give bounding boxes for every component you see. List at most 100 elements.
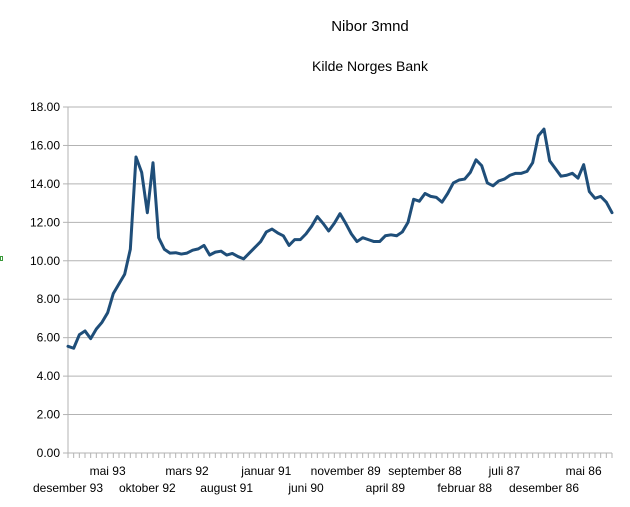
data-point <box>497 179 500 183</box>
chart-title: Nibor 3mnd <box>331 18 409 35</box>
data-point <box>231 252 234 255</box>
data-point <box>548 159 551 163</box>
data-point <box>372 240 376 243</box>
data-point <box>168 251 172 255</box>
data-point <box>66 345 70 348</box>
data-point <box>389 233 393 237</box>
data-point <box>174 251 177 254</box>
chart-subtitle: Kilde Norges Bank <box>312 58 428 74</box>
data-point <box>537 134 540 138</box>
data-point <box>225 253 228 257</box>
data-point <box>276 231 279 235</box>
data-point <box>440 200 444 204</box>
data-point <box>208 253 211 257</box>
data-point <box>418 199 421 203</box>
data-point <box>350 232 353 236</box>
y-tick-label: 16.00 <box>30 138 60 152</box>
selection-handle[interactable] <box>0 256 3 261</box>
data-point <box>304 232 308 236</box>
data-point <box>378 240 381 243</box>
data-point <box>401 230 404 234</box>
data-point <box>582 163 585 166</box>
data-point <box>554 167 557 170</box>
data-point <box>452 181 455 185</box>
y-tick-label: 10.00 <box>30 254 60 268</box>
data-point <box>123 273 126 276</box>
data-point <box>446 192 449 195</box>
data-point <box>610 211 614 214</box>
data-point <box>525 170 529 173</box>
data-point <box>503 177 506 181</box>
data-point <box>265 230 268 234</box>
data-point <box>219 249 223 253</box>
data-point <box>412 198 415 201</box>
data-point <box>435 196 438 199</box>
data-point <box>605 200 608 204</box>
data-point <box>480 164 483 167</box>
data-point <box>214 250 217 254</box>
data-point <box>344 222 347 225</box>
data-point <box>321 222 325 225</box>
data-point <box>248 251 251 255</box>
data-point <box>180 252 183 256</box>
x-tick-label: mai 93 <box>90 464 126 478</box>
data-point <box>129 248 132 251</box>
y-tick-label: 14.00 <box>30 177 60 191</box>
data-point <box>491 184 495 188</box>
data-point <box>333 222 336 225</box>
data-point <box>253 246 257 249</box>
data-point <box>531 161 534 164</box>
data-point <box>157 236 160 239</box>
data-point <box>520 172 523 175</box>
data-point <box>599 195 602 198</box>
x-tick-label: august 91 <box>200 481 253 495</box>
data-point <box>106 311 109 314</box>
x-tick-label: januar 91 <box>240 464 291 478</box>
data-point <box>367 238 370 241</box>
data-point <box>78 333 81 336</box>
data-point <box>593 197 597 200</box>
data-point <box>270 227 274 231</box>
data-point <box>310 224 313 228</box>
y-tick-label: 0.00 <box>37 446 61 460</box>
data-point <box>395 234 398 237</box>
data-point <box>429 195 432 198</box>
data-point <box>338 212 342 215</box>
x-tick-label: oktober 92 <box>119 481 176 495</box>
data-point <box>576 176 580 180</box>
x-tick-label: mars 92 <box>165 464 209 478</box>
data-point <box>83 329 87 333</box>
data-point <box>202 244 206 247</box>
data-point <box>100 321 104 324</box>
data-point <box>571 172 574 175</box>
data-point <box>236 255 240 258</box>
data-point <box>457 178 461 182</box>
data-point <box>486 181 489 185</box>
y-tick-label: 18.00 <box>30 100 60 114</box>
data-point <box>197 247 200 251</box>
x-tick-label: februar 88 <box>437 481 492 495</box>
data-point <box>406 221 410 224</box>
data-point <box>565 174 568 177</box>
data-point <box>588 190 591 193</box>
data-point <box>134 155 138 159</box>
data-point <box>282 234 285 237</box>
x-tick-label: september 88 <box>388 464 462 478</box>
data-point <box>463 177 466 181</box>
data-point <box>185 251 189 255</box>
data-point <box>287 244 291 247</box>
data-point <box>72 347 75 350</box>
data-point <box>423 192 427 195</box>
data-point <box>112 292 115 295</box>
data-point <box>384 234 387 237</box>
data-point <box>361 236 364 239</box>
data-point <box>117 282 121 286</box>
x-tick-label: april 89 <box>366 481 406 495</box>
y-tick-label: 6.00 <box>37 331 61 345</box>
data-point <box>163 248 166 251</box>
x-tick-label: juli 87 <box>488 464 521 478</box>
x-tick-label: juni 90 <box>287 481 324 495</box>
data-point <box>469 171 472 174</box>
data-point <box>508 174 512 177</box>
x-tick-label: november 89 <box>311 464 381 478</box>
